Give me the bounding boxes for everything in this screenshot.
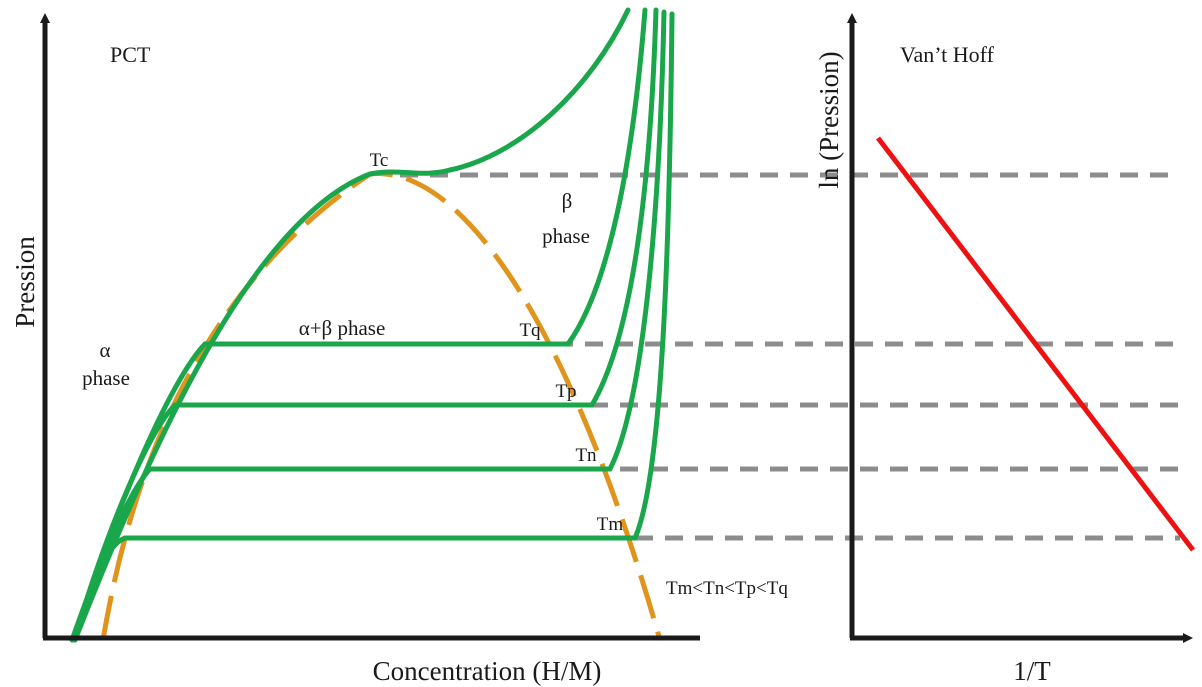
vant-hoff-title: Van’t Hoff <box>900 42 995 67</box>
label-tm: Tm <box>597 514 624 535</box>
vant-hoff-x-axis-label: 1/T <box>1013 656 1051 686</box>
isotherm-tm <box>69 11 675 643</box>
vant-hoff-y-axis-label: ln (Pression) <box>814 51 844 188</box>
pct-y-axis-label: Pression <box>10 236 40 328</box>
label-tq: Tq <box>519 320 541 341</box>
label-tn: Tn <box>575 445 597 466</box>
isotherms <box>69 7 675 643</box>
two-phase-label: α+β phase <box>299 316 386 340</box>
guide-lines <box>380 172 1180 541</box>
isotherm-tp <box>71 7 659 643</box>
temperature-order: Tm<Tn<Tp<Tq <box>666 578 788 599</box>
label-tp: Tp <box>555 381 576 402</box>
alpha-phase-word: phase <box>82 366 130 390</box>
label-tc: Tc <box>370 150 389 171</box>
beta-phase-word: phase <box>542 224 590 248</box>
pct-title: PCT <box>110 42 151 67</box>
beta-symbol: β <box>562 189 573 213</box>
pct-x-axis-label: Concentration (H/M) <box>373 656 602 686</box>
vant-hoff-line <box>876 136 1195 552</box>
isotherm-tc <box>72 7 631 643</box>
isotherm-tn <box>70 9 667 643</box>
axes <box>40 13 1193 643</box>
alpha-symbol: α <box>99 338 110 362</box>
